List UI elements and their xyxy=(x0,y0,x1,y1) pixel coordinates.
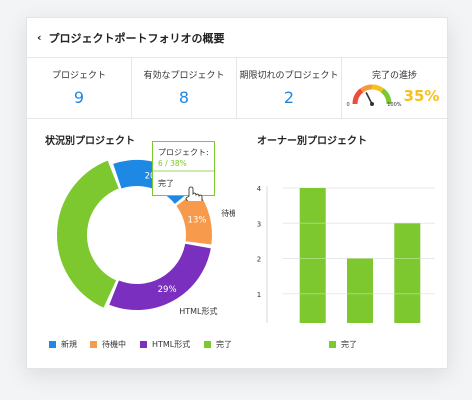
page-title: プロジェクトポートフォリオの概要 xyxy=(48,31,225,45)
legend-label: HTML形式 xyxy=(152,340,191,349)
tooltip-category: 完了 xyxy=(158,178,174,188)
status-chart-title: 状況別プロジェクト xyxy=(45,136,135,147)
gauge-band-red xyxy=(352,88,363,105)
kpi-completion-progress: 完了の進捗 0 100% 35% xyxy=(342,58,447,118)
legend-swatch xyxy=(204,341,211,348)
donut-tooltip: プロジェクト: 6 / 38% 完了 xyxy=(152,141,215,201)
donut-slice[interactable] xyxy=(109,243,211,310)
owner-bar-chart: 01234コリンザビエルケイト xyxy=(257,185,435,324)
legend-item-new[interactable]: 新規 xyxy=(49,339,77,350)
donut-data-label: 29% xyxy=(158,285,177,295)
legend-swatch xyxy=(140,341,147,348)
gauge-band-green xyxy=(380,88,392,105)
kpi-label: 完了の進捗 xyxy=(371,71,417,81)
gauge-min-label: 0 xyxy=(346,102,350,108)
kpi-label: プロジェクト xyxy=(51,71,106,81)
progress-row: 0 100% 35% xyxy=(342,83,447,109)
donut-slice[interactable] xyxy=(57,160,120,308)
donut-category-label: 待機中 xyxy=(221,208,235,218)
legend-item-html[interactable]: HTML形式 xyxy=(140,339,190,350)
donut-slice[interactable] xyxy=(176,190,212,245)
bar-y-tick-label: 3 xyxy=(257,220,261,228)
tooltip-value: 6 / 38% xyxy=(158,159,187,168)
gauge-band-yellow xyxy=(371,84,384,93)
bar[interactable] xyxy=(347,258,373,324)
kpi-value: 2 xyxy=(283,88,295,107)
gauge-max-label: 100% xyxy=(387,102,402,108)
legend-swatch xyxy=(49,341,56,348)
kpi-label: 有効なプロジェクト xyxy=(143,71,225,81)
owner-chart-title: オーナー別プロジェクト xyxy=(257,136,367,147)
kpi-overdue-projects: 期限切れのプロジェクト 2 xyxy=(237,58,342,118)
kpi-value: 9 xyxy=(73,88,85,107)
kpi-active-projects: 有効なプロジェクト 8 xyxy=(132,58,237,118)
kpi-value: 8 xyxy=(178,88,190,107)
gauge-needle xyxy=(364,92,373,105)
gauge-svg xyxy=(352,84,392,106)
gauge-pivot xyxy=(369,102,374,106)
kpi-label: 期限切れのプロジェクト xyxy=(239,71,339,81)
gauge-band-orange xyxy=(359,84,372,93)
donut-category-label: HTML形式 xyxy=(179,306,217,316)
legend-swatch xyxy=(329,341,336,348)
legend-label: 新規 xyxy=(61,340,77,349)
bar-y-tick-label: 1 xyxy=(257,291,261,299)
bar-y-tick-label: 2 xyxy=(257,256,261,264)
kpi-projects: プロジェクト 9 xyxy=(27,58,132,118)
legend-label: 完了 xyxy=(216,340,232,349)
progress-gauge: 0 100% xyxy=(346,83,402,109)
dashboard-header: ‹ プロジェクトポートフォリオの概要 xyxy=(27,18,447,58)
tooltip-title: プロジェクト: xyxy=(158,148,209,157)
bar[interactable] xyxy=(394,223,421,323)
donut-data-label: 13% xyxy=(188,215,207,225)
legend-swatch xyxy=(90,341,97,348)
progress-percent: 35% xyxy=(403,87,440,105)
legend-item-complete[interactable]: 完了 xyxy=(204,339,232,350)
bar-y-tick-label: 4 xyxy=(257,185,262,193)
legend-item-waiting[interactable]: 待機中 xyxy=(90,339,126,350)
legend-label: 完了 xyxy=(341,340,357,349)
hand-pointer-cursor-icon xyxy=(185,186,203,201)
legend-item-owner-complete[interactable]: 完了 xyxy=(329,339,357,350)
dashboard-card: ‹ プロジェクトポートフォリオの概要 プロジェクト 9 有効なプロジェクト 8 … xyxy=(26,17,448,369)
tooltip-box xyxy=(152,141,215,196)
legend-label: 待機中 xyxy=(102,340,126,349)
bar[interactable] xyxy=(299,188,326,323)
chevron-left-icon[interactable]: ‹ xyxy=(37,31,42,44)
kpi-row: プロジェクト 9 有効なプロジェクト 8 期限切れのプロジェクト 2 完了の進捗 xyxy=(27,58,447,119)
